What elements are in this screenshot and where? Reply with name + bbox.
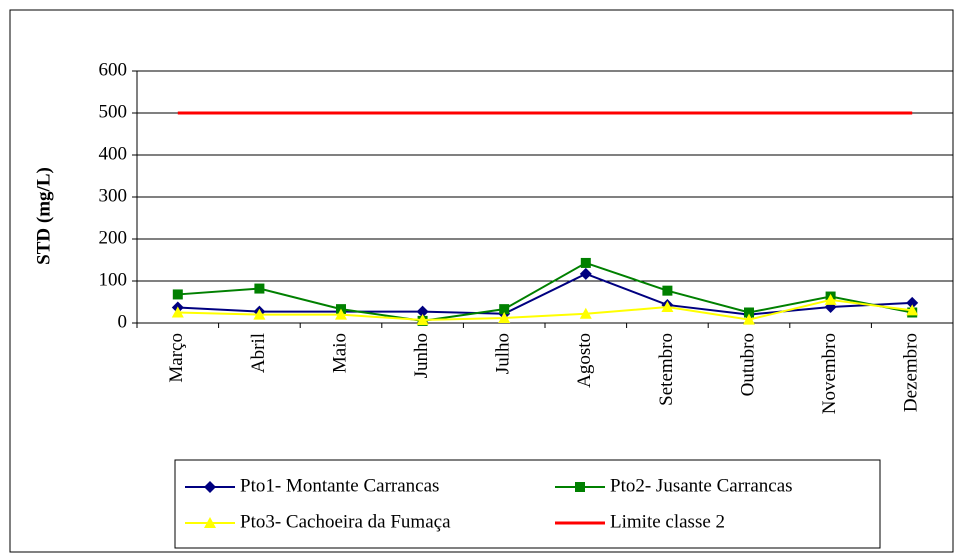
marker [579, 267, 592, 280]
series-line [177, 298, 913, 322]
marker [906, 304, 919, 316]
x-tick-label: Outubro [737, 333, 758, 396]
marker [499, 304, 510, 315]
marker [743, 313, 755, 325]
marker [254, 283, 265, 294]
x-tick-label: Julho [493, 333, 514, 374]
marker [824, 293, 837, 305]
x-tick-label: Junho [411, 333, 432, 378]
x-tick-label: Setembro [656, 333, 677, 406]
series-line [177, 261, 913, 322]
marker [498, 311, 511, 323]
y-tick-label: 200 [99, 227, 128, 248]
marker [662, 285, 673, 296]
x-tick-label: Maio [329, 333, 350, 373]
x-tick-label: Abril [248, 333, 269, 373]
marker [906, 296, 919, 309]
x-tick-label: Novembro [819, 333, 840, 414]
legend-label: Pto1- Montante Carrancas [240, 475, 439, 496]
marker [579, 307, 592, 319]
marker [253, 308, 266, 320]
marker [172, 289, 183, 300]
marker [335, 308, 347, 320]
y-tick-label: 300 [99, 185, 128, 206]
marker [171, 306, 184, 318]
y-tick-label: 500 [99, 101, 128, 122]
marker [204, 517, 216, 528]
marker [416, 305, 429, 318]
y-tick-label: 400 [99, 143, 128, 164]
marker [580, 257, 591, 268]
legend-label: Pto2- Jusante Carrancas [610, 475, 793, 496]
y-axis-label: STD (mg/L) [33, 167, 54, 265]
marker [204, 481, 216, 493]
x-tick-label: Dezembro [901, 333, 922, 412]
y-tick-label: 100 [99, 269, 128, 290]
legend-label: Pto3- Cachoeira da Fumaça [240, 511, 451, 532]
legend-label: Limite classe 2 [610, 511, 725, 532]
x-tick-label: Março [166, 333, 187, 383]
marker [575, 482, 585, 492]
legend-box [174, 459, 881, 549]
marker [661, 301, 674, 313]
y-tick-label: 0 [118, 311, 128, 332]
marker [744, 307, 754, 318]
y-tick-label: 600 [99, 59, 128, 80]
series-line [177, 272, 913, 316]
x-tick-label: Agosto [574, 333, 595, 388]
marker [416, 314, 429, 326]
